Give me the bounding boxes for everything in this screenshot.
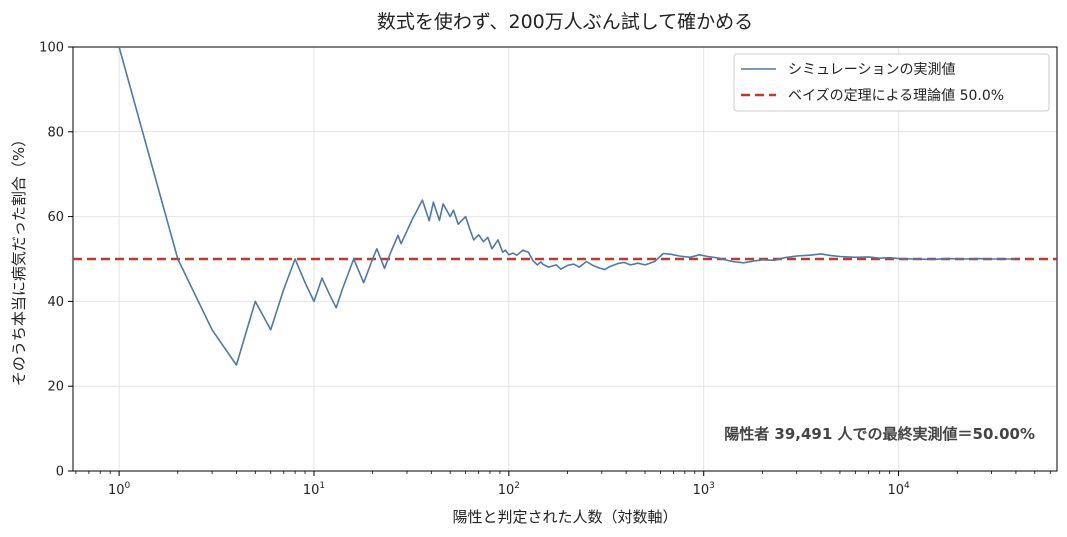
- y-tick-label: 100: [39, 41, 64, 56]
- legend-theory-label: ベイズの定理による理論値 50.0%: [788, 88, 1004, 104]
- x-axis-label: 陽性と判定された人数（対数軸）: [452, 508, 677, 526]
- chart-title: 数式を使わず、200万人ぶん試して確かめる: [377, 11, 753, 33]
- final-value-annotation: 陽性者 39,491 人での最終実測値＝50.00%: [724, 425, 1035, 443]
- y-tick-label: 80: [47, 125, 64, 140]
- legend-box: [733, 53, 1050, 112]
- x-tick-label: 104: [887, 481, 910, 498]
- y-tick-label: 0: [56, 465, 64, 480]
- x-tick-label: 103: [693, 481, 715, 498]
- y-axis-label: そのうち本当に病気だった割合（%）: [10, 132, 28, 386]
- x-tick-label: 100: [108, 481, 131, 498]
- y-tick-label: 20: [47, 380, 64, 395]
- y-tick-label: 40: [47, 295, 64, 310]
- legend-simulation-label: シミュレーションの実測値: [788, 62, 955, 78]
- legend: シミュレーションの実測値 ベイズの定理による理論値 50.0%: [733, 53, 1050, 112]
- x-tick-label: 102: [498, 481, 520, 498]
- y-tick-label: 60: [47, 210, 64, 225]
- x-tick-label: 101: [303, 481, 325, 498]
- x-axis: 100 101 102 103 104: [75, 471, 1051, 498]
- simulation-line: [118, 46, 1015, 366]
- y-axis: 0 20 40 60 80 100: [39, 41, 73, 480]
